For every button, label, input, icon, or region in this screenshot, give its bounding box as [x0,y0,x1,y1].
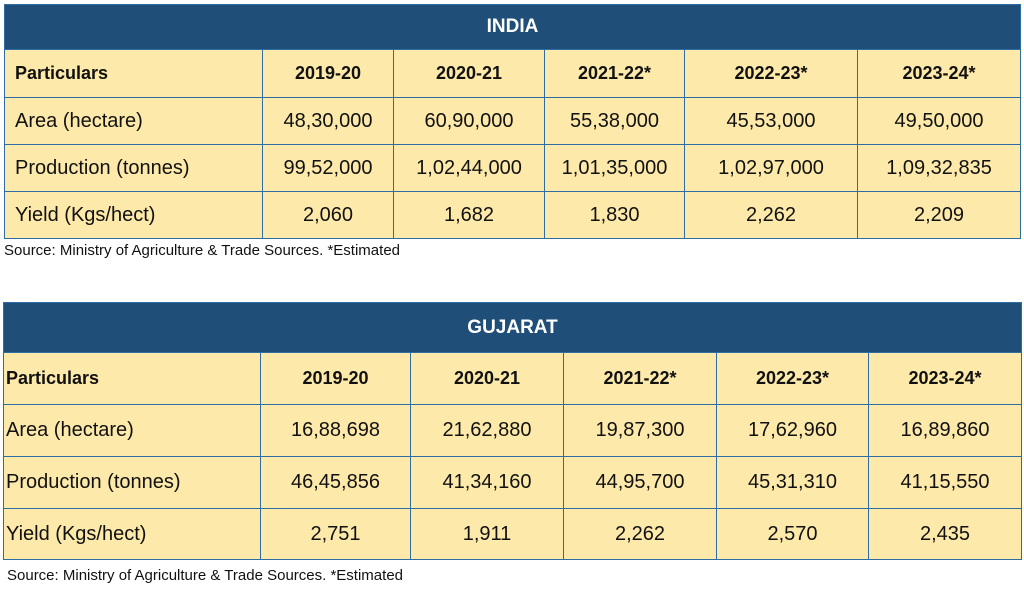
row-label-production: Production (tonnes) [3,456,261,509]
header-particulars: Particulars [4,49,263,98]
header-2021-22: 2021-22* [544,49,685,98]
table-row: Production (tonnes) 99,52,000 1,02,44,00… [4,144,1022,192]
table-cell: 44,95,700 [563,456,717,509]
header-particulars: Particulars [3,352,261,405]
table-cell: 2,435 [867,508,1023,560]
table-cell: 2,209 [856,191,1022,239]
row-label-yield: Yield (Kgs/hect) [3,508,261,560]
table-cell: 49,50,000 [856,97,1022,145]
header-2021-22: 2021-22* [563,352,717,405]
row-label-yield: Yield (Kgs/hect) [4,191,263,239]
header-2022-23: 2022-23* [716,352,869,405]
table-cell: 16,88,698 [260,404,411,457]
row-label-production: Production (tonnes) [4,144,263,192]
table-cell: 1,01,35,000 [544,144,685,192]
table-cell: 55,38,000 [544,97,685,145]
table-cell: 16,89,860 [867,404,1023,457]
header-2019-20: 2019-20 [260,352,411,405]
table-row: Area (hectare) 48,30,000 60,90,000 55,38… [4,97,1022,145]
table-row: Yield (Kgs/hect) 2,060 1,682 1,830 2,262… [4,191,1022,239]
header-2023-24: 2023-24* [867,352,1023,405]
table-cell: 2,751 [260,508,411,560]
table-cell: 1,830 [544,191,685,239]
table-row: Area (hectare) 16,88,698 21,62,880 19,87… [3,404,1023,457]
row-label-area: Area (hectare) [4,97,263,145]
gujarat-header-row: Particulars 2019-20 2020-21 2021-22* 202… [3,352,1023,405]
gujarat-source-note: Source: Ministry of Agriculture & Trade … [7,567,403,584]
table-cell: 99,52,000 [262,144,394,192]
header-2020-21: 2020-21 [393,49,545,98]
india-table-title: INDIA [3,4,1022,50]
table-row: Yield (Kgs/hect) 2,751 1,911 2,262 2,570… [3,508,1023,560]
table-row: Production (tonnes) 46,45,856 41,34,160 … [3,456,1023,509]
header-2022-23: 2022-23* [684,49,858,98]
table-cell: 1,02,97,000 [684,144,858,192]
gujarat-table-title: GUJARAT [2,302,1023,353]
table-cell: 45,31,310 [716,456,869,509]
india-source-note: Source: Ministry of Agriculture & Trade … [4,242,400,259]
table-cell: 21,62,880 [410,404,564,457]
header-2020-21: 2020-21 [410,352,564,405]
gujarat-table: GUJARAT Particulars 2019-20 2020-21 2021… [2,302,1023,560]
table-cell: 41,15,550 [867,456,1023,509]
table-cell: 48,30,000 [262,97,394,145]
table-cell: 45,53,000 [684,97,858,145]
table-cell: 2,262 [563,508,717,560]
table-cell: 1,09,32,835 [856,144,1022,192]
row-label-area: Area (hectare) [3,404,261,457]
table-cell: 1,682 [393,191,545,239]
table-cell: 1,02,44,000 [393,144,545,192]
table-cell: 41,34,160 [410,456,564,509]
table-cell: 17,62,960 [716,404,869,457]
table-cell: 46,45,856 [260,456,411,509]
india-table: INDIA Particulars 2019-20 2020-21 2021-2… [3,4,1022,239]
india-header-row: Particulars 2019-20 2020-21 2021-22* 202… [4,49,1022,98]
header-2019-20: 2019-20 [262,49,394,98]
table-cell: 2,262 [684,191,858,239]
table-cell: 19,87,300 [563,404,717,457]
table-cell: 2,570 [716,508,869,560]
table-cell: 60,90,000 [393,97,545,145]
header-2023-24: 2023-24* [856,49,1022,98]
table-cell: 1,911 [410,508,564,560]
table-cell: 2,060 [262,191,394,239]
